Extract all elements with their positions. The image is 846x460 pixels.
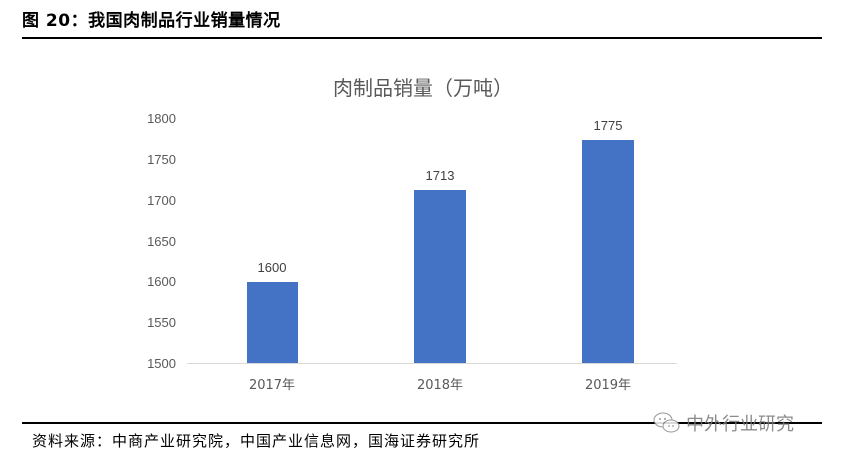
x-tick: 2017年 bbox=[248, 378, 296, 393]
bar-2017 bbox=[247, 282, 298, 363]
y-tick: 1500 bbox=[147, 356, 176, 371]
bottom-rule bbox=[22, 422, 822, 424]
figure-title: 图 20：我国肉制品行业销量情况 bbox=[22, 11, 281, 31]
x-tick: 2019年 bbox=[584, 378, 632, 393]
data-label-2018: 1713 bbox=[425, 168, 455, 183]
y-tick: 1650 bbox=[147, 234, 176, 249]
y-tick: 1750 bbox=[147, 152, 176, 167]
data-label-2019: 1775 bbox=[593, 118, 623, 133]
source-note: 资料来源：中商产业研究院，中国产业信息网，国海证券研究所 bbox=[32, 432, 481, 450]
data-label-2017: 1600 bbox=[257, 260, 287, 275]
bar-2018 bbox=[414, 190, 466, 363]
watermark: 中外行业研究 bbox=[652, 410, 794, 436]
bar-2019 bbox=[582, 140, 634, 363]
wechat-icon bbox=[652, 411, 682, 435]
y-tick: 1600 bbox=[147, 274, 176, 289]
y-tick: 1700 bbox=[147, 193, 176, 208]
chart-title: 肉制品销量（万吨） bbox=[333, 76, 513, 100]
y-tick: 1550 bbox=[147, 315, 176, 330]
top-rule bbox=[22, 37, 822, 39]
y-tick: 1800 bbox=[147, 111, 176, 126]
x-axis-line bbox=[187, 363, 677, 364]
x-tick: 2018年 bbox=[416, 378, 464, 393]
watermark-text: 中外行业研究 bbox=[686, 414, 794, 435]
